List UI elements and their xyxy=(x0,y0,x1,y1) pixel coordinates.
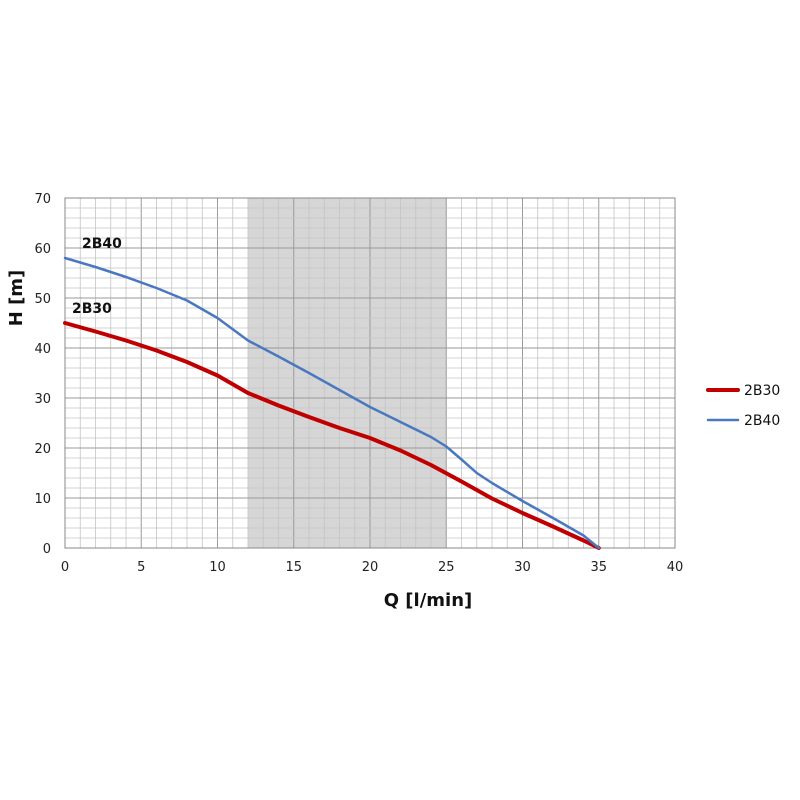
plot-area-border xyxy=(64,197,676,549)
x-axis-title: Q [l/min] xyxy=(384,590,473,611)
x-tick-label: 10 xyxy=(209,560,226,575)
recommended-range-band xyxy=(248,198,447,548)
series-label-2b40: 2B40 xyxy=(82,236,122,252)
y-tick-label: 60 xyxy=(34,242,51,257)
y-tick-label: 20 xyxy=(34,442,51,457)
legend-label-2b30: 2B30 xyxy=(744,383,780,399)
series-line-2b40 xyxy=(63,256,601,550)
y-tick-label: 50 xyxy=(34,292,51,307)
y-tick-label: 0 xyxy=(43,542,51,557)
x-tick-label: 0 xyxy=(61,560,69,575)
y-tick-label: 30 xyxy=(34,392,51,407)
x-tick-label: 20 xyxy=(362,560,379,575)
legend-label-2b40: 2B40 xyxy=(744,413,780,429)
y-axis-title: H [m] xyxy=(6,270,27,327)
x-tick-label: 25 xyxy=(438,560,455,575)
x-tick-label: 5 xyxy=(137,560,145,575)
series-label-2b30: 2B30 xyxy=(72,301,112,317)
y-tick-label: 10 xyxy=(34,492,51,507)
x-tick-label: 35 xyxy=(590,560,607,575)
x-tick-label: 30 xyxy=(514,560,531,575)
series-line-2b30 xyxy=(63,321,601,550)
y-tick-label: 70 xyxy=(34,192,51,207)
y-tick-label: 40 xyxy=(34,342,51,357)
x-tick-label: 40 xyxy=(667,560,684,575)
x-tick-label: 15 xyxy=(285,560,302,575)
